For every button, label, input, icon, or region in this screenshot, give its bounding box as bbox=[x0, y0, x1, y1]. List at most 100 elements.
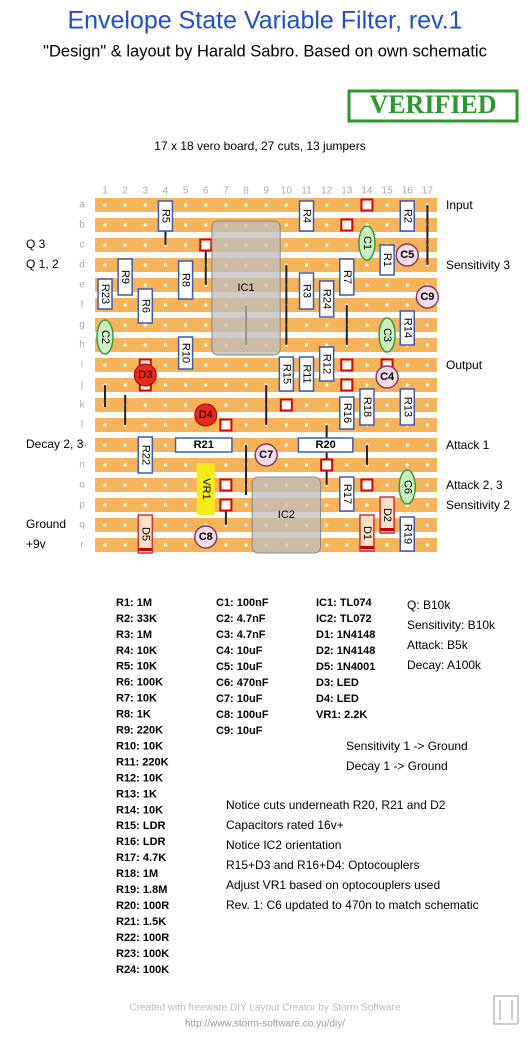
component-label: R16 bbox=[341, 403, 353, 423]
column-label: 2 bbox=[122, 186, 128, 197]
diode bbox=[379, 496, 395, 534]
hole bbox=[163, 483, 168, 487]
resistor bbox=[399, 388, 415, 426]
hole bbox=[365, 363, 369, 367]
hole bbox=[304, 343, 309, 347]
capacitor bbox=[358, 225, 376, 261]
hole bbox=[284, 423, 288, 427]
part: R23: 100K bbox=[116, 948, 169, 960]
hole bbox=[325, 403, 329, 407]
hole bbox=[325, 323, 329, 327]
credit: Created with freeware DIY Layout Creator… bbox=[129, 1003, 400, 1014]
component-label: R18 bbox=[361, 397, 373, 417]
left-label: +9v bbox=[26, 537, 46, 551]
hole bbox=[163, 543, 168, 547]
hole bbox=[184, 503, 188, 507]
hole bbox=[244, 383, 248, 387]
hole bbox=[304, 403, 309, 407]
component-label: R7 bbox=[341, 270, 353, 284]
part: R15: LDR bbox=[116, 820, 166, 832]
hole bbox=[405, 283, 409, 287]
hole bbox=[184, 403, 188, 407]
column-label: 10 bbox=[281, 186, 293, 197]
hole bbox=[123, 223, 127, 227]
hole bbox=[425, 343, 429, 347]
hole bbox=[123, 363, 127, 367]
part: D4: LED bbox=[316, 693, 359, 705]
part: C5: 10uF bbox=[216, 661, 263, 673]
hole bbox=[405, 303, 409, 307]
component-label: C4 bbox=[380, 371, 395, 383]
right-label: Attack 1 bbox=[446, 438, 490, 452]
resistor bbox=[298, 272, 315, 310]
hole bbox=[284, 243, 288, 247]
hole bbox=[184, 483, 188, 487]
capacitor bbox=[96, 319, 114, 355]
component-label: IC1 bbox=[237, 282, 254, 294]
resistor bbox=[339, 476, 355, 512]
hole bbox=[385, 403, 389, 407]
left-label: Decay 2, 3 bbox=[26, 437, 84, 451]
hole bbox=[244, 363, 248, 367]
hole bbox=[325, 223, 329, 227]
ic bbox=[211, 220, 281, 356]
hole bbox=[325, 523, 329, 527]
row-label: m bbox=[78, 440, 86, 451]
hole bbox=[103, 483, 107, 487]
part: R6: 100K bbox=[116, 677, 163, 689]
hole bbox=[284, 443, 288, 447]
right-label: Input bbox=[446, 198, 473, 212]
component-label: C5 bbox=[400, 249, 414, 261]
hole bbox=[325, 343, 329, 347]
component-label: C7 bbox=[259, 449, 273, 461]
hole bbox=[345, 243, 349, 247]
hole bbox=[123, 203, 127, 207]
component-label: IC2 bbox=[278, 509, 295, 521]
hole bbox=[425, 383, 429, 387]
component-label: C3 bbox=[381, 328, 393, 342]
column-label: 8 bbox=[243, 186, 249, 197]
hole bbox=[163, 383, 168, 387]
part: IC1: TL074 bbox=[316, 597, 373, 609]
component-label: R2 bbox=[401, 209, 413, 223]
hole bbox=[365, 283, 369, 287]
column-label: 14 bbox=[361, 186, 373, 197]
hole bbox=[103, 543, 107, 547]
part: R17: 4.7K bbox=[116, 852, 166, 864]
hole bbox=[304, 323, 309, 327]
resistor bbox=[379, 244, 395, 276]
hole bbox=[425, 443, 429, 447]
hole bbox=[425, 503, 429, 507]
cut bbox=[340, 218, 354, 232]
hole bbox=[123, 483, 127, 487]
hole bbox=[123, 343, 127, 347]
column-label: 9 bbox=[263, 186, 269, 197]
cut bbox=[219, 418, 233, 432]
hole bbox=[405, 443, 409, 447]
hole bbox=[284, 463, 288, 467]
row-label: b bbox=[79, 220, 85, 231]
cut bbox=[340, 378, 354, 392]
row-label: k bbox=[80, 400, 86, 411]
left-label: Ground bbox=[26, 517, 66, 531]
logo bbox=[493, 995, 519, 1025]
diode bbox=[137, 514, 154, 554]
part: R24: 100K bbox=[116, 964, 169, 976]
hole bbox=[163, 263, 168, 267]
part: D1: 1N4148 bbox=[316, 629, 375, 641]
led bbox=[133, 363, 157, 387]
hole bbox=[204, 203, 208, 207]
hole bbox=[103, 463, 107, 467]
hole bbox=[405, 463, 409, 467]
hole bbox=[103, 363, 107, 367]
column-label: 6 bbox=[203, 186, 209, 197]
hole bbox=[325, 243, 329, 247]
column-label: 4 bbox=[163, 186, 169, 197]
hole bbox=[385, 423, 389, 427]
note: Capacitors rated 16v+ bbox=[226, 818, 344, 832]
hole bbox=[224, 543, 228, 547]
hole bbox=[304, 423, 309, 427]
component-label: C9 bbox=[420, 291, 434, 303]
hole bbox=[264, 203, 268, 207]
row-label: h bbox=[79, 340, 85, 351]
